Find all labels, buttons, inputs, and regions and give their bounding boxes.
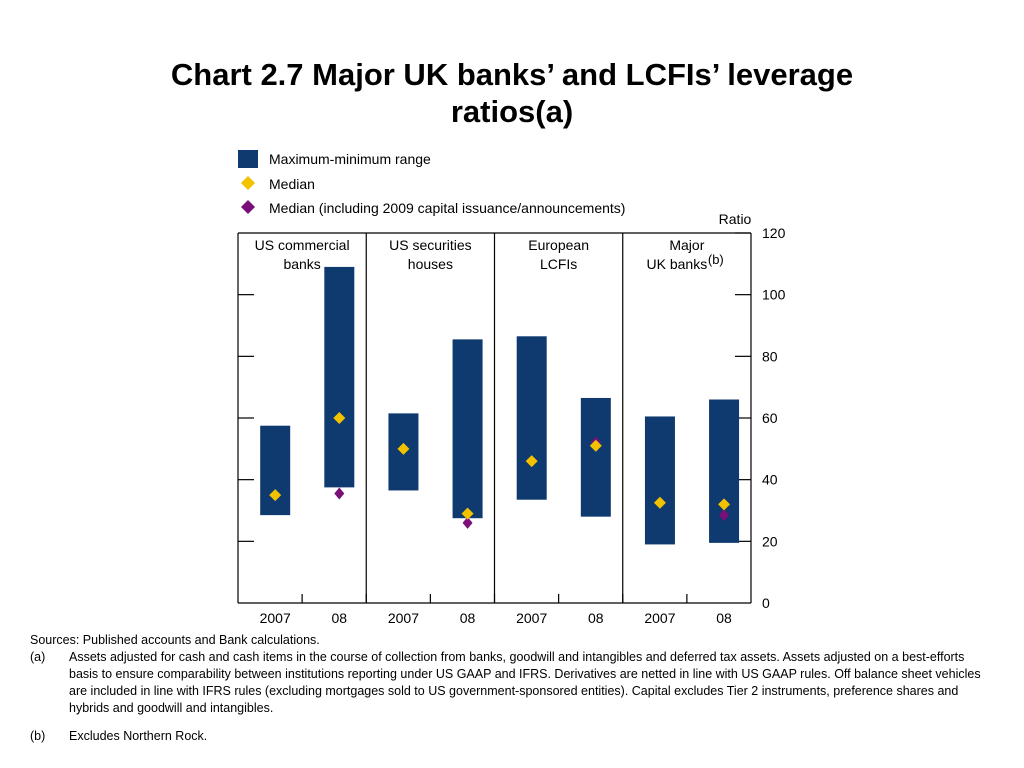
median-marker (653, 496, 666, 509)
x-tick-label: 2007 (260, 610, 291, 626)
median-marker (397, 442, 410, 455)
x-tick-label: 08 (716, 610, 732, 626)
chart-title-line-1: Chart 2.7 Major UK banks’ and LCFIs’ lev… (170, 57, 854, 92)
chart-title: Chart 2.7 Major UK banks’ and LCFIs’ lev… (0, 56, 1024, 130)
median-marker (525, 455, 538, 468)
x-tick-label: 08 (460, 610, 476, 626)
legend-label-median: Median (269, 176, 315, 192)
range-bar (324, 266, 355, 488)
group-label-line-1: Major (669, 237, 704, 253)
chart-title-line-2: ratios(a) (450, 94, 574, 129)
legend-label-median-incl: Median (including 2009 capital issuance/… (269, 200, 625, 216)
note-b-text: Excludes Northern Rock. (69, 729, 208, 743)
group-label-line-1: US securities (389, 237, 471, 253)
group-label-line-2: UK banks (647, 256, 708, 272)
x-tick-label: 2007 (388, 610, 419, 626)
note-a-text: Assets adjusted for cash and cash items … (69, 650, 981, 715)
median-marker (333, 412, 346, 424)
group-label-line-2: LCFIs (540, 256, 577, 272)
chart: Maximum-minimum range Median Median (inclu… (237, 150, 786, 626)
note-a: (a) Assets adjusted for cash and cash it… (30, 649, 990, 717)
legend-swatch-range (238, 150, 258, 168)
group-label-line-1: US commercial (255, 237, 350, 253)
median-incl-marker (462, 516, 473, 529)
median-incl-marker (334, 487, 345, 500)
median-marker (461, 507, 474, 520)
note-a-key: (a) (30, 650, 46, 664)
y-axis-label: Ratio (719, 211, 752, 227)
range-bar (709, 399, 740, 543)
legend-label-range: Maximum-minimum range (269, 151, 431, 167)
legend-marker-median-incl (241, 200, 255, 214)
y-tick-label: 120 (762, 225, 786, 241)
y-tick-label: 40 (762, 472, 778, 488)
median-marker (718, 498, 731, 511)
y-tick-label: 0 (762, 595, 770, 611)
y-tick-label: 80 (762, 348, 778, 364)
range-bar (260, 425, 291, 516)
median-marker (269, 489, 282, 502)
group-label-line-2: houses (408, 256, 453, 272)
chart-notes: Sources: Published accounts and Bank cal… (30, 632, 990, 745)
group-label-line-1: European (528, 237, 589, 253)
x-tick-label: 08 (588, 610, 604, 626)
note-b: (b) Excludes Northern Rock. (30, 728, 990, 745)
median-incl-marker (719, 509, 730, 522)
range-bar (644, 416, 675, 545)
y-tick-label: 60 (762, 410, 778, 426)
median-marker (589, 439, 602, 452)
group-label-line-2: banks (283, 256, 320, 272)
range-bar (580, 397, 611, 517)
x-tick-label: 08 (332, 610, 348, 626)
sources-note: Sources: Published accounts and Bank cal… (30, 633, 320, 647)
note-b-key: (b) (30, 729, 46, 743)
group-label-superscript: (b) (708, 252, 724, 267)
range-bar (452, 339, 483, 519)
x-tick-label: 2007 (516, 610, 547, 626)
y-tick-label: 100 (762, 287, 786, 303)
y-tick-label: 20 (762, 533, 778, 549)
range-bar (516, 336, 547, 500)
x-tick-label: 2007 (644, 610, 675, 626)
legend-marker-median (241, 176, 255, 190)
